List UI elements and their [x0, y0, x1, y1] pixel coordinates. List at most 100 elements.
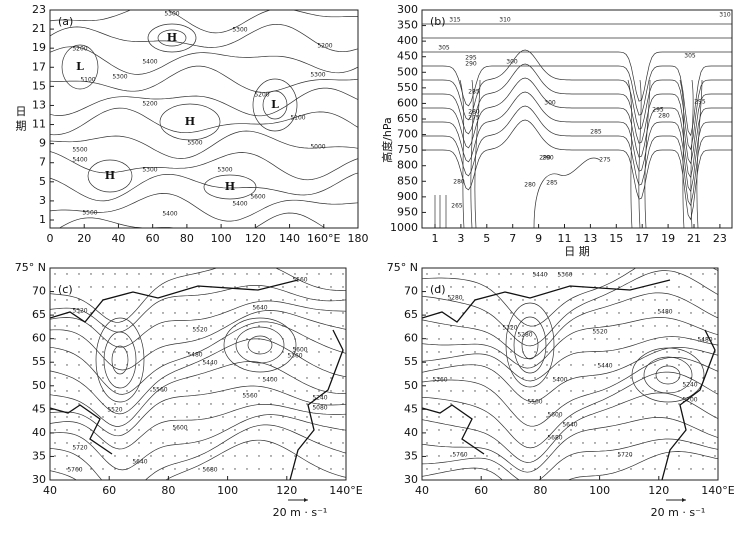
- y-tick-label: 30: [404, 473, 418, 486]
- wind-vector: [138, 325, 140, 327]
- wind-vector: [678, 299, 680, 301]
- wind-vector: [54, 299, 56, 301]
- wind-vector: [426, 377, 428, 379]
- wind-vector: [702, 403, 704, 405]
- wind-vector: [630, 403, 632, 405]
- wind-vector: [654, 364, 656, 366]
- wind-vector: [642, 351, 644, 353]
- wind-vector: [246, 403, 248, 405]
- wind-vector: [258, 286, 260, 288]
- wind-vector: [618, 325, 620, 327]
- wind-vector: [306, 338, 308, 340]
- wind-vector: [186, 338, 188, 340]
- wind-vector: [198, 403, 200, 405]
- contour-label: 5760: [67, 467, 82, 474]
- wind-vector: [138, 338, 140, 340]
- wind-vector: [654, 325, 656, 327]
- contour-line: [638, 79, 642, 228]
- wind-vector: [462, 416, 464, 418]
- y-tick-label: 35: [32, 449, 46, 462]
- wind-vector: [246, 377, 248, 379]
- wind-vector: [534, 312, 536, 314]
- wind-vector: [294, 273, 296, 275]
- x-tick-label: 7: [509, 232, 516, 245]
- wind-vector: [570, 364, 572, 366]
- wind-vector: [330, 338, 332, 340]
- x-tick-label: 3: [457, 232, 464, 245]
- wind-vector: [342, 455, 344, 457]
- y-tick-label: 65: [32, 308, 46, 321]
- wind-vector: [258, 429, 260, 431]
- wind-vector: [546, 351, 548, 353]
- pressure-marker: H: [105, 169, 115, 182]
- wind-vector: [174, 351, 176, 353]
- y-tick-label: 500: [397, 65, 418, 78]
- contour-label: 5000: [310, 144, 325, 151]
- contour-line: [50, 151, 358, 181]
- wind-vector: [606, 416, 608, 418]
- contour-label: 5500: [72, 147, 87, 154]
- wind-vector: [114, 403, 116, 405]
- wind-vector: [546, 429, 548, 431]
- wind-vector: [234, 455, 236, 457]
- wind-vector: [210, 299, 212, 301]
- wind-vector: [66, 403, 68, 405]
- wind-vector: [510, 429, 512, 431]
- wind-vector: [558, 312, 560, 314]
- wind-vector: [318, 273, 320, 275]
- wind-vector: [66, 364, 68, 366]
- wind-vector: [246, 429, 248, 431]
- y-tick-label: 850: [397, 174, 418, 187]
- wind-vector: [666, 429, 668, 431]
- x-tick-label: 100: [589, 484, 610, 497]
- wind-vector: [126, 390, 128, 392]
- wind-vector: [78, 286, 80, 288]
- contour-line: [505, 302, 555, 388]
- plot-frame: [49, 267, 347, 481]
- wind-vector: [66, 286, 68, 288]
- wind-vector: [54, 468, 56, 470]
- wind-vector: [666, 416, 668, 418]
- contour-line: [422, 417, 718, 473]
- wind-vector: [426, 325, 428, 327]
- wind-vector: [642, 273, 644, 275]
- y-tick-label: 45: [404, 402, 418, 415]
- wind-vector: [594, 455, 596, 457]
- wind-vector: [450, 468, 452, 470]
- wind-vector: [258, 273, 260, 275]
- wind-vector: [606, 273, 608, 275]
- wind-vector: [666, 364, 668, 366]
- wind-vector: [690, 351, 692, 353]
- wind-vector: [426, 390, 428, 392]
- contour-label: 5600: [292, 347, 307, 354]
- contour-line: [50, 424, 346, 480]
- wind-vector: [630, 351, 632, 353]
- wind-vector: [234, 273, 236, 275]
- wind-vector: [606, 312, 608, 314]
- wind-vector: [318, 364, 320, 366]
- wind-vector: [438, 455, 440, 457]
- wind-vector: [426, 299, 428, 301]
- wind-vector: [534, 390, 536, 392]
- wind-vector: [666, 351, 668, 353]
- wind-vector: [330, 286, 332, 288]
- contour-line: [422, 317, 718, 369]
- wind-vector: [318, 455, 320, 457]
- contour-label: 5320: [502, 325, 517, 332]
- wind-vector: [162, 455, 164, 457]
- y-tick-label: 550: [397, 81, 418, 94]
- wind-vector: [474, 390, 476, 392]
- wind-vector: [558, 273, 560, 275]
- wind-vector: [210, 468, 212, 470]
- contour-line: [533, 157, 601, 228]
- wind-vector: [630, 273, 632, 275]
- wind-vector: [510, 403, 512, 405]
- contour-line: [631, 347, 705, 403]
- y-tick-label: 1000: [390, 221, 418, 234]
- wind-vector: [546, 364, 548, 366]
- wind-vector: [690, 312, 692, 314]
- wind-vector: [162, 286, 164, 288]
- wind-vector: [294, 390, 296, 392]
- wind-vector: [102, 364, 104, 366]
- wind-vector: [234, 429, 236, 431]
